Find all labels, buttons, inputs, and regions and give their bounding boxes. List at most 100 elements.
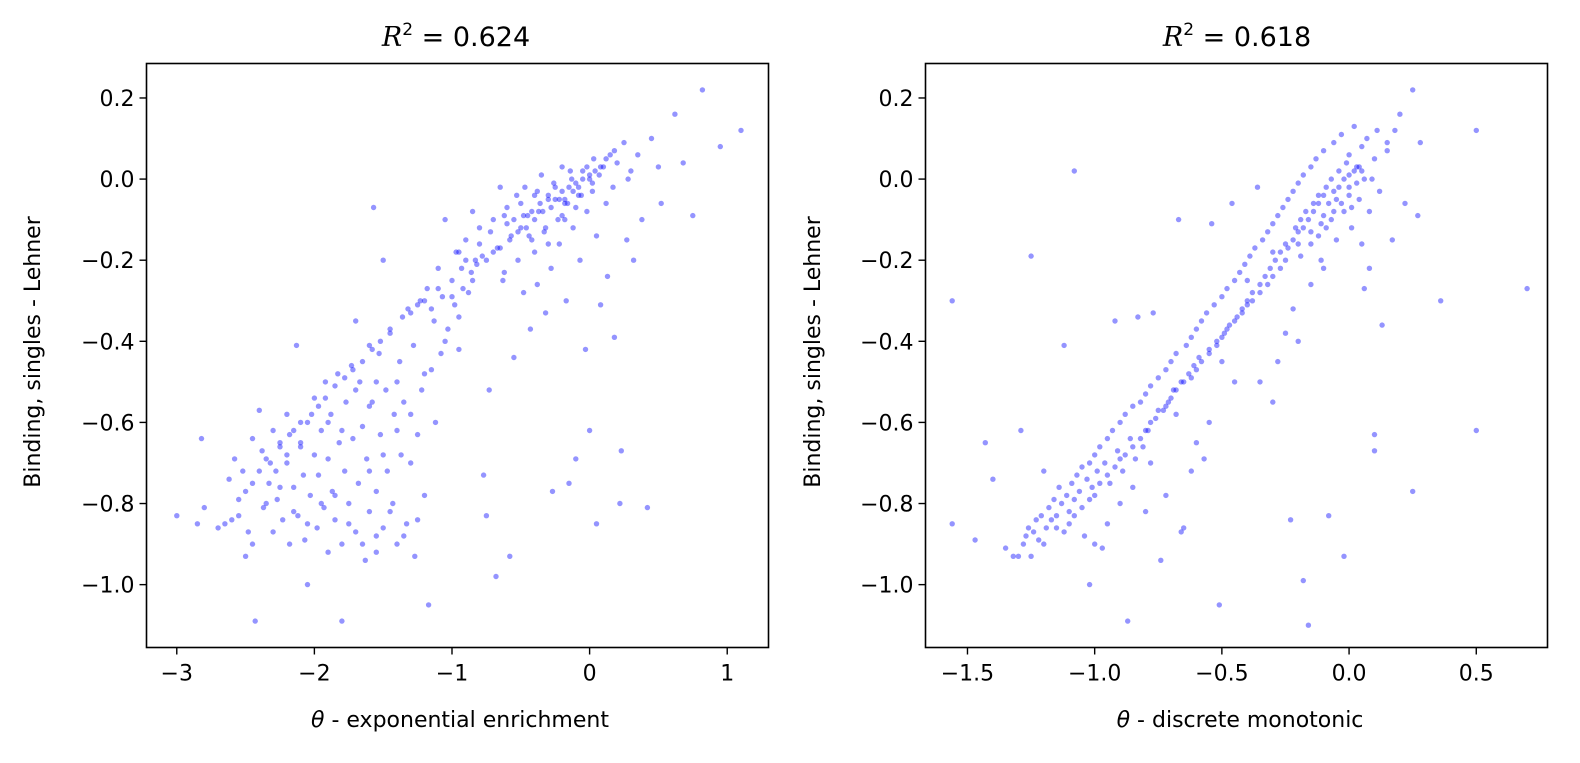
left-scatter-point: [284, 411, 290, 417]
left-scatter-point: [274, 496, 280, 503]
right-scatter-point: [1265, 229, 1271, 235]
left-scatter-point: [284, 452, 290, 458]
left-scatter-point: [304, 419, 311, 426]
left-y-tick-label: 0.2: [100, 87, 135, 112]
right-scatter-point: [1338, 131, 1345, 138]
left-scatter-point: [483, 257, 490, 263]
right-scatter-point: [1473, 127, 1480, 134]
left-scatter-point: [410, 342, 417, 349]
left-scatter-point: [617, 500, 623, 507]
left-scatter-point: [586, 427, 593, 434]
right-scatter-point: [1239, 310, 1245, 316]
right-title: R2 = 0.618: [1162, 20, 1311, 53]
left-scatter-point: [456, 249, 462, 255]
left-scatter-point: [537, 200, 543, 207]
left-scatter-point: [408, 310, 414, 316]
right-scatter-point: [1206, 350, 1212, 357]
right-x-tick-label: 0.0: [1332, 662, 1367, 687]
right-scatter-point: [1086, 460, 1093, 466]
left-scatter-point: [738, 127, 744, 134]
right-scatter-point: [1140, 444, 1146, 450]
left-scatter-point: [529, 208, 535, 215]
left-scatter-point: [514, 192, 520, 198]
left-y-tick-label: −0.8: [81, 493, 134, 518]
left-scatter-point: [562, 216, 568, 223]
left-scatter-point: [501, 212, 507, 219]
left-scatter-point: [624, 237, 630, 243]
right-x-tick-label: 0.5: [1459, 662, 1494, 687]
right-scatter-point: [1097, 444, 1103, 450]
right-scatter-point: [1038, 513, 1045, 519]
right-scatter-point: [1270, 221, 1276, 227]
right-scatter-point: [1237, 269, 1243, 276]
left-scatter-point: [325, 456, 331, 462]
left-scatter-point: [277, 444, 283, 450]
right-scatter-point: [1064, 492, 1070, 499]
left-y-tick-label: −0.6: [81, 411, 134, 436]
left-scatter-point: [270, 529, 276, 535]
right-scatter-point: [1201, 456, 1207, 462]
right-scatter-point: [1285, 196, 1291, 203]
left-scatter-point: [465, 289, 472, 296]
right-scatter-point: [1018, 427, 1024, 434]
right-scatter-point: [1135, 314, 1141, 320]
right-scatter-point: [1336, 184, 1342, 190]
right-scatter-point: [1320, 265, 1327, 271]
left-scatter-point: [242, 553, 249, 559]
right-scatter-point: [1168, 395, 1174, 401]
right-scatter-point: [1010, 553, 1016, 559]
right-scatter-point: [1030, 529, 1037, 535]
right-panel: R2 = 0.618 −1.5 −1.0 −0.5 0.0 0.50.20.0−0.2−…: [801, 20, 1549, 733]
right-scatter-point: [1285, 245, 1291, 251]
right-scatter-point: [1117, 456, 1123, 462]
right-scatter-point: [1120, 468, 1126, 474]
left-panel: R2 = 0.624 −3 −2 −1 0 1 0.2 0.0 −0.2 −0.4 −0.6 −0.…: [21, 20, 770, 733]
right-scatter-point: [1221, 330, 1228, 336]
right-scatter-point: [1092, 541, 1098, 547]
right-x-tick-label: −1.5: [941, 662, 994, 687]
right-scatter-point: [1117, 419, 1123, 426]
right-scatter-point: [1188, 468, 1195, 474]
left-scatter-point: [469, 277, 476, 284]
left-scatter-point: [387, 330, 393, 336]
right-scatter-point: [1295, 241, 1301, 247]
left-scatter-point: [428, 367, 435, 373]
left-scatter-point: [635, 152, 641, 158]
right-y-axis-label: Binding, singles - Lehner: [801, 215, 826, 487]
left-scatter-point: [325, 419, 331, 426]
right-scatter-point: [1203, 310, 1210, 316]
right-y-tick-label: 0.0: [879, 168, 914, 193]
left-scatter-point: [350, 367, 356, 373]
left-scatter-point: [534, 281, 540, 288]
right-scatter-point: [1142, 391, 1149, 397]
left-scatter-point: [573, 204, 579, 211]
left-scatter-point: [242, 488, 249, 495]
right-scatter-point: [1257, 281, 1263, 288]
right-scatter-point: [1158, 557, 1164, 563]
right-scatter-point: [1081, 533, 1088, 539]
left-scatter-point: [463, 257, 469, 263]
right-scatter-point: [1163, 403, 1169, 409]
right-scatter-point: [1224, 285, 1230, 292]
right-scatter-point: [1028, 553, 1034, 559]
right-scatter-point: [1374, 127, 1380, 134]
left-scatter-point: [297, 440, 304, 446]
right-scatter-point: [1198, 358, 1205, 365]
right-scatter-point: [1259, 237, 1266, 243]
left-scatter-point: [384, 468, 390, 474]
left-scatter-point: [362, 557, 368, 563]
left-scatter-point: [297, 444, 304, 450]
right-scatter-point: [1341, 176, 1347, 182]
right-scatter-point: [1295, 180, 1301, 186]
left-scatter-point: [483, 513, 490, 519]
left-scatter-point: [522, 184, 528, 190]
left-scatter-point: [501, 269, 507, 276]
right-scatter-point: [1041, 468, 1047, 474]
left-y-tick-label: −0.4: [81, 330, 134, 355]
left-scatter-point: [231, 456, 238, 462]
right-scatter-point: [1359, 241, 1365, 247]
right-scatter-point: [1275, 212, 1281, 219]
left-scatter-point: [529, 237, 535, 243]
left-scatter-point: [380, 257, 386, 263]
right-scatter-point: [1392, 127, 1398, 134]
